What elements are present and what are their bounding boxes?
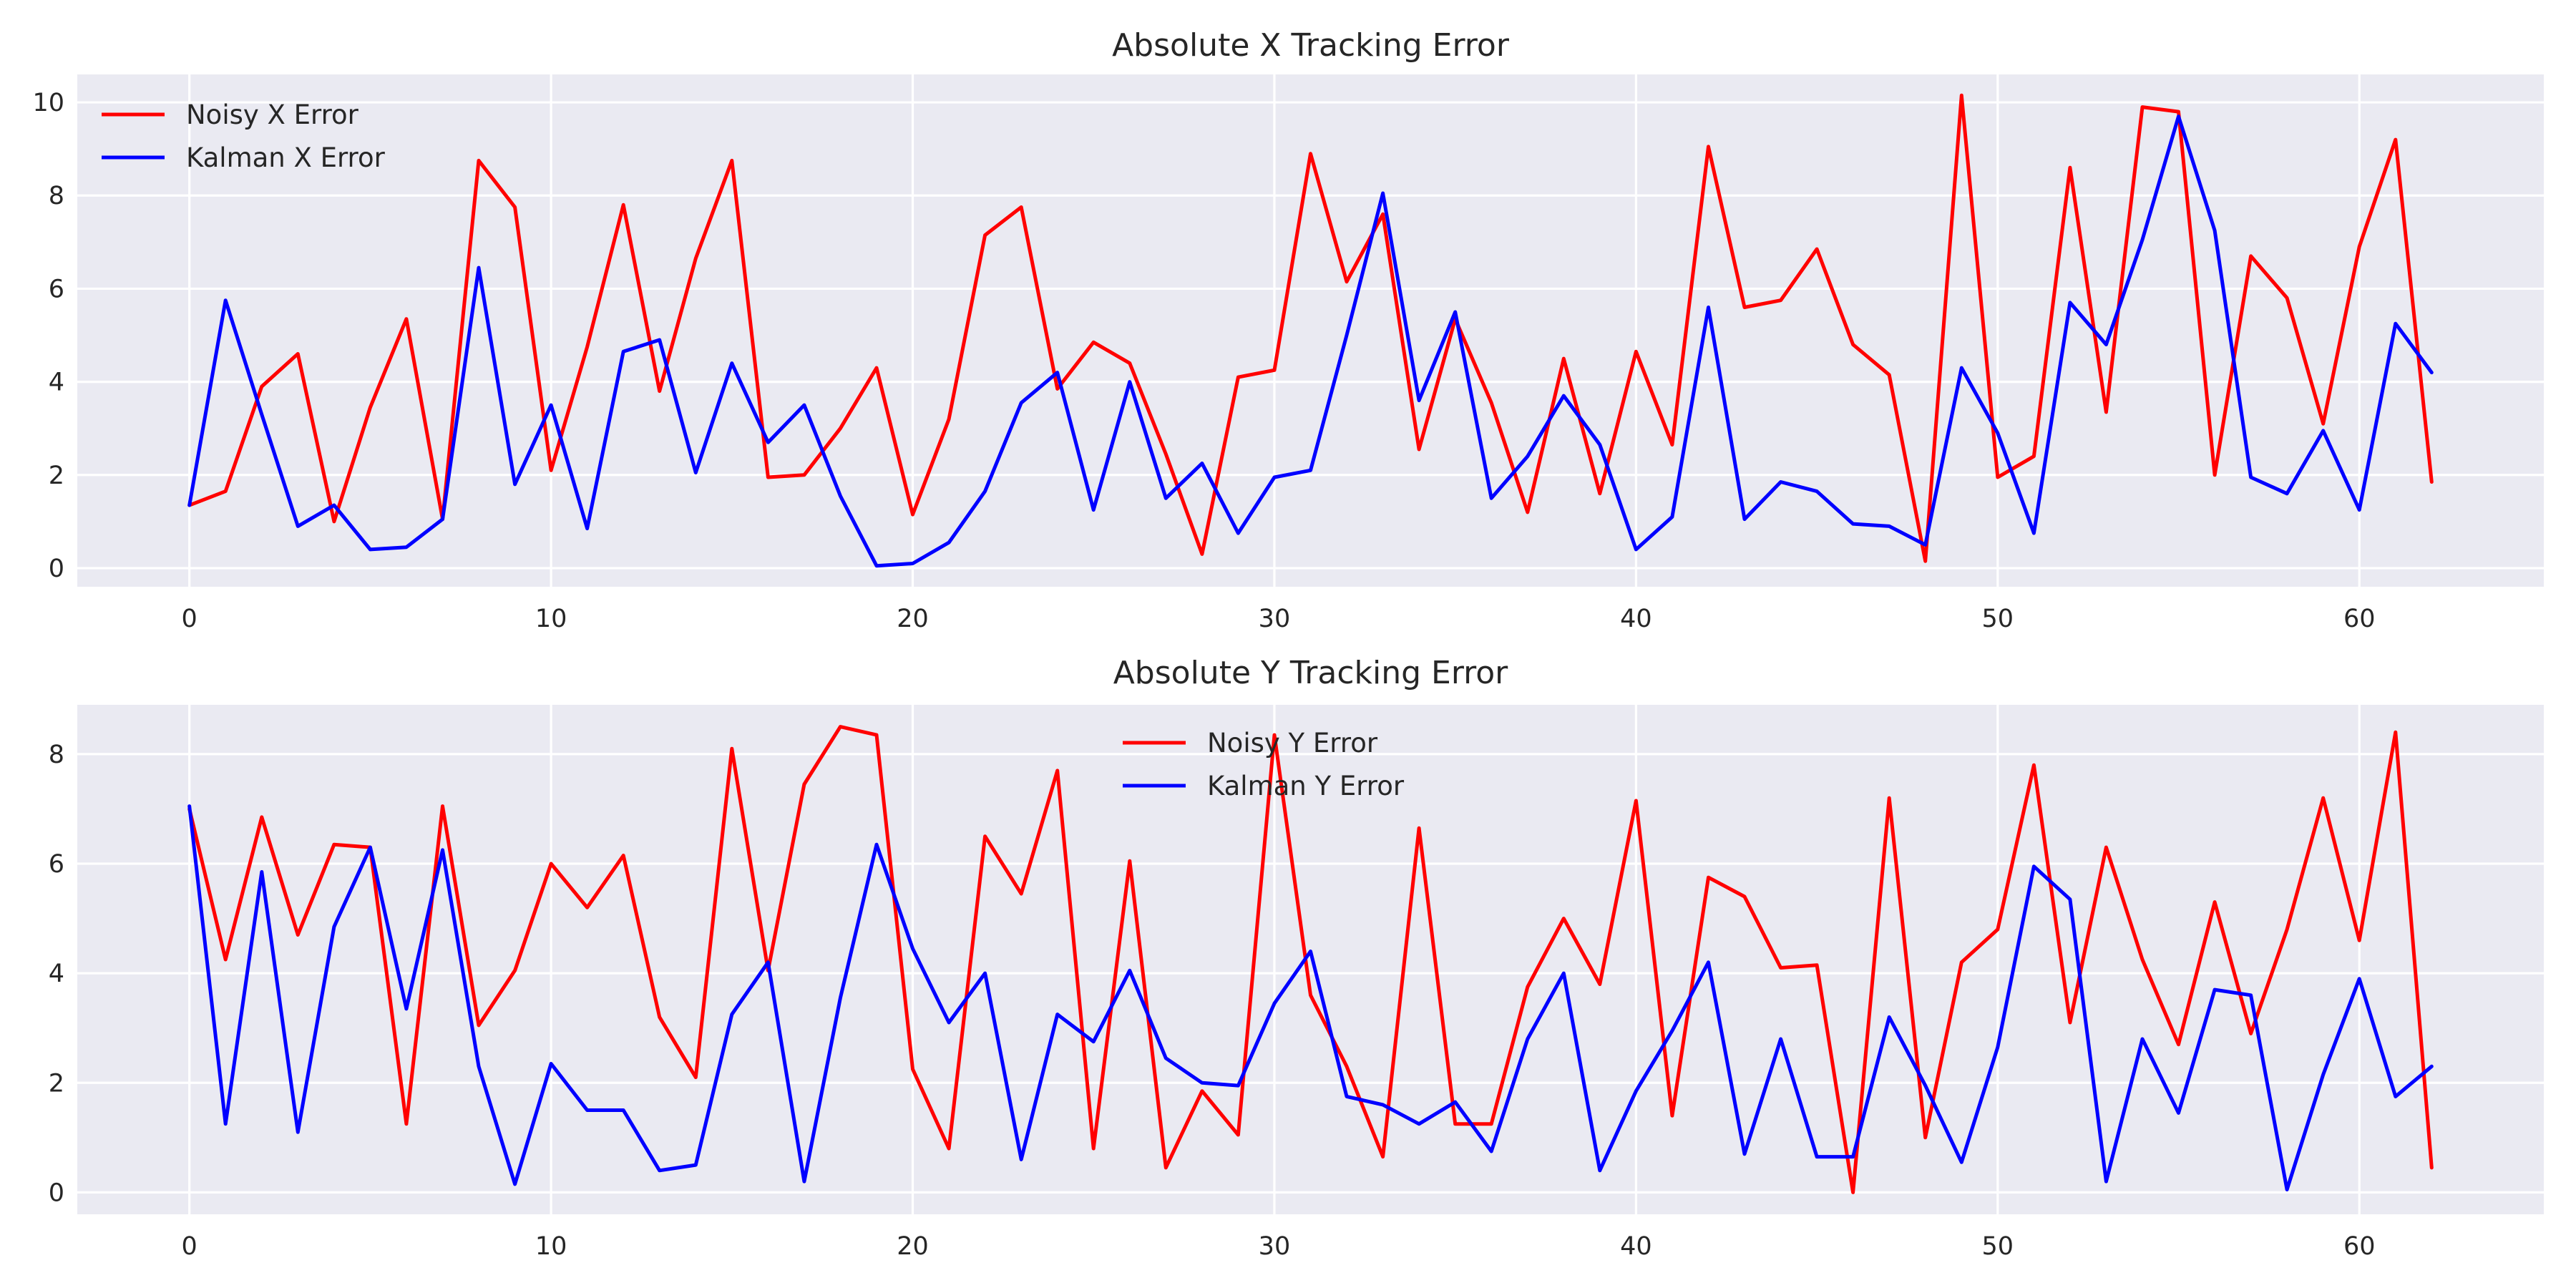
plot-area-x [77,74,2544,587]
ytick-label-y-8: 8 [49,741,64,769]
ytick-label-x-2: 2 [49,462,64,490]
xtick-label-x-40: 40 [1620,605,1652,633]
xtick-label-x-30: 30 [1259,605,1291,633]
ytick-label-y-2: 2 [49,1069,64,1098]
legend-label-noisy-x: Noisy X Error [186,99,359,130]
series-line-noisy-y-error [187,725,2434,1194]
ytick-label-x-4: 4 [49,369,64,397]
xtick-label-x-50: 50 [1982,605,2014,633]
legend-label-kalman-y: Kalman Y Error [1207,771,1405,801]
ytick-label-x-8: 8 [49,182,64,210]
series-y [187,725,2434,1194]
chart-title-y: Absolute Y Tracking Error [1113,655,1508,691]
ytick-label-y-6: 6 [49,850,64,879]
series-line-noisy-x-error [187,93,2434,563]
xtick-label-x-0: 0 [182,605,197,633]
grid-y [77,705,2544,1214]
legend-label-noisy-y: Noisy Y Error [1207,728,1378,758]
series-line-kalman-y-error [187,804,2434,1191]
legend-entry-noisy-x: Noisy X Error [102,99,359,130]
chart-x-error: Absolute X Tracking Error 0 10 20 30 40 50 600… [32,27,2544,633]
legend-y: Noisy Y Error Kalman Y Error [1123,728,1405,801]
xtick-label-y-40: 40 [1620,1232,1652,1261]
xtick-label-x-60: 60 [2343,605,2376,633]
ytick-label-y-4: 4 [49,960,64,988]
xtick-label-y-10: 10 [535,1232,567,1261]
xtick-label-x-10: 10 [535,605,567,633]
legend-entry-kalman-x: Kalman X Error [102,142,386,173]
xtick-label-y-60: 60 [2343,1232,2376,1261]
ticks-x: 0 10 20 30 40 50 60 0 2 4 6 8 10 [32,89,2375,633]
xtick-label-x-20: 20 [897,605,929,633]
legend-entry-noisy-y: Noisy Y Error [1123,728,1378,758]
chart-title-x: Absolute X Tracking Error [1112,27,1510,64]
series-x [187,93,2434,568]
xtick-label-y-20: 20 [897,1232,929,1261]
legend-label-kalman-x: Kalman X Error [186,142,386,173]
ytick-label-x-6: 6 [49,275,64,303]
legend-entry-kalman-y: Kalman Y Error [1123,771,1405,801]
ticks-y: 0 10 20 30 40 50 60 0 2 4 6 8 [49,741,2376,1261]
ytick-label-y-0: 0 [49,1179,64,1207]
ytick-label-x-10: 10 [32,89,64,117]
legend-x: Noisy X Error Kalman X Error [102,99,386,173]
xtick-label-y-30: 30 [1259,1232,1291,1261]
ytick-label-x-0: 0 [49,555,64,583]
chart-y-error: Absolute Y Tracking Error 0 10 20 30 40 50 600… [49,655,2544,1261]
plot-area-y [77,705,2544,1214]
xtick-label-y-0: 0 [182,1232,197,1261]
xtick-label-y-50: 50 [1982,1232,2014,1261]
series-line-kalman-x-error [187,114,2434,568]
